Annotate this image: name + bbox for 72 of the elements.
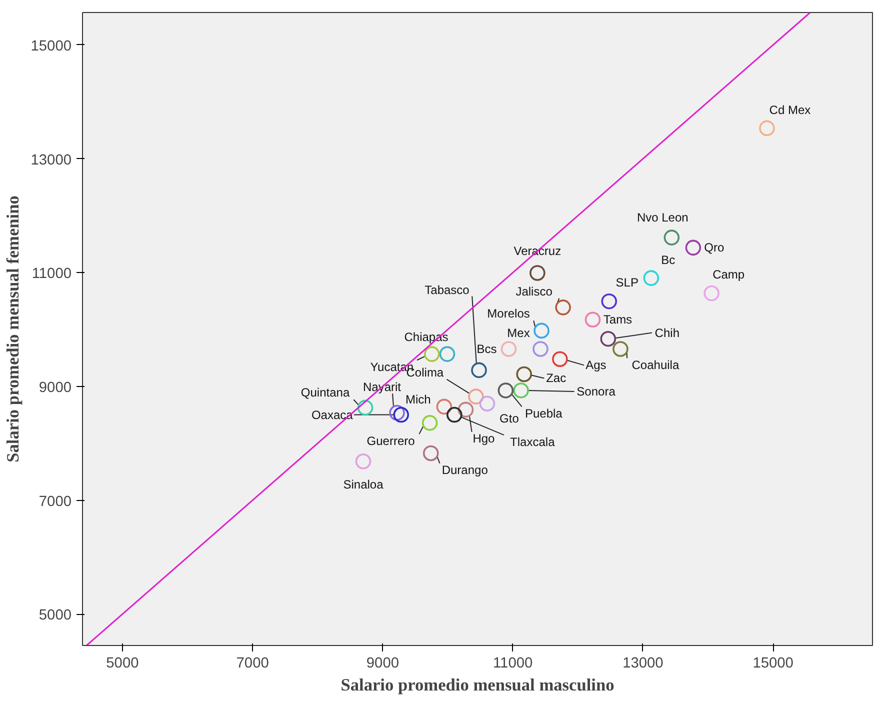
point bbox=[552, 351, 568, 367]
annotation: Coahuila bbox=[632, 358, 680, 372]
point bbox=[759, 120, 775, 136]
point bbox=[422, 415, 438, 431]
x-tick-label: 11000 bbox=[492, 656, 533, 672]
annotation: Mich bbox=[406, 392, 431, 407]
x-tick-label: 5000 bbox=[106, 656, 139, 672]
x-tick-label: 7000 bbox=[236, 656, 269, 672]
point bbox=[355, 453, 372, 470]
annotation: Tabasco bbox=[424, 283, 470, 298]
annotation: Hgo bbox=[472, 432, 496, 446]
x-tick-label: 9000 bbox=[366, 656, 400, 672]
annotation: Chih bbox=[654, 326, 680, 340]
point bbox=[357, 400, 374, 416]
y-tick-label: 9000 bbox=[38, 380, 72, 396]
point bbox=[393, 406, 410, 423]
annotation: Puebla bbox=[524, 406, 563, 420]
point bbox=[664, 230, 680, 246]
y-tick-label: 5000 bbox=[38, 608, 72, 624]
point bbox=[422, 445, 439, 462]
point bbox=[643, 270, 660, 286]
annotation: Mex bbox=[507, 326, 530, 340]
point bbox=[471, 362, 487, 378]
annotation: Quintana bbox=[300, 386, 350, 400]
annotation: Bc bbox=[661, 253, 676, 268]
point bbox=[601, 293, 618, 310]
point bbox=[584, 312, 601, 328]
point bbox=[500, 341, 517, 357]
y-tick-label: 13000 bbox=[30, 152, 72, 168]
point bbox=[704, 285, 720, 302]
annotation: Ags bbox=[586, 358, 606, 372]
point bbox=[534, 322, 550, 339]
annotation: Durango bbox=[442, 463, 488, 478]
y-tick-label: 11000 bbox=[32, 266, 72, 282]
annotation: Tams bbox=[603, 312, 632, 327]
point bbox=[458, 402, 474, 418]
annotation: Qro bbox=[704, 240, 725, 255]
annotation: Jalisco bbox=[516, 284, 553, 298]
annotation: Camp bbox=[712, 267, 745, 282]
x-axis-title: Salario promedio mensual masculino bbox=[340, 676, 614, 694]
point bbox=[516, 366, 532, 382]
annotation: Zac bbox=[546, 371, 566, 386]
point bbox=[436, 398, 452, 415]
point bbox=[685, 240, 702, 256]
point bbox=[555, 300, 571, 316]
annotation: Sonora bbox=[576, 384, 616, 398]
annotation: Cd Mex bbox=[769, 103, 811, 118]
point bbox=[498, 382, 514, 398]
y-tick-label: 7000 bbox=[38, 494, 72, 510]
annotation: Tlaxcala bbox=[510, 434, 556, 449]
annotation: SLP bbox=[616, 275, 638, 290]
annotation: Guerrero bbox=[366, 434, 416, 448]
annotation: Gto bbox=[500, 412, 520, 426]
point bbox=[389, 404, 405, 421]
y-tick-label: 15000 bbox=[30, 38, 72, 54]
x-tick-label: 15000 bbox=[752, 656, 794, 672]
annotation: Morelos bbox=[487, 306, 530, 321]
point bbox=[439, 346, 456, 362]
point bbox=[479, 396, 496, 412]
point bbox=[424, 346, 440, 362]
x-tick-label: 13000 bbox=[622, 656, 664, 672]
point bbox=[530, 265, 546, 281]
annotation: Sinaloa bbox=[343, 477, 384, 492]
annotation: Nvo Leon bbox=[636, 210, 688, 225]
point bbox=[513, 382, 529, 398]
point bbox=[600, 330, 616, 347]
annotation: Bcs bbox=[476, 342, 497, 356]
point bbox=[612, 341, 628, 357]
y-axis-title: Salario promedio mensual femenino bbox=[4, 196, 23, 462]
point bbox=[446, 406, 462, 423]
point bbox=[532, 341, 548, 357]
point bbox=[468, 388, 484, 404]
